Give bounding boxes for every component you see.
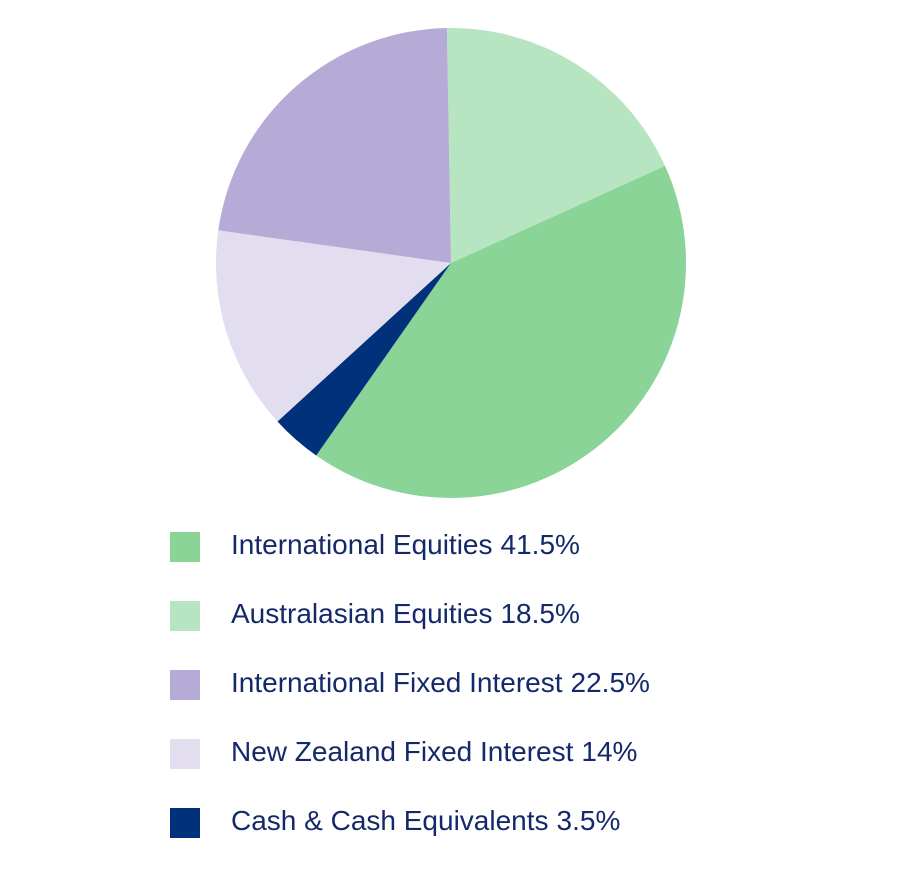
pie-slice bbox=[316, 165, 686, 498]
legend-label: Australasian Equities 18.5% bbox=[231, 598, 580, 629]
legend-swatch bbox=[170, 670, 200, 700]
legend-name: Cash & Cash Equivalents bbox=[231, 805, 549, 836]
legend-label: International Fixed Interest 22.5% bbox=[231, 667, 650, 698]
legend-name: International Fixed Interest bbox=[231, 667, 563, 698]
legend-name: Australasian Equities bbox=[231, 598, 492, 629]
legend-value: 22.5% bbox=[571, 667, 650, 698]
legend-swatch bbox=[170, 808, 200, 838]
legend-value: 3.5% bbox=[557, 805, 621, 836]
pie-slice bbox=[216, 230, 451, 422]
pie-slice bbox=[218, 28, 451, 263]
legend-swatch bbox=[170, 532, 200, 562]
legend-value: 41.5% bbox=[501, 529, 580, 560]
legend-swatch bbox=[170, 739, 200, 769]
legend-label: Cash & Cash Equivalents 3.5% bbox=[231, 805, 620, 836]
legend-swatch bbox=[170, 601, 200, 631]
legend-label: New Zealand Fixed Interest 14% bbox=[231, 736, 637, 767]
pie-slice bbox=[446, 28, 666, 263]
legend-label: International Equities 41.5% bbox=[231, 529, 580, 560]
legend-name: International Equities bbox=[231, 529, 493, 560]
legend-name: New Zealand Fixed Interest bbox=[231, 736, 574, 767]
legend-value: 14% bbox=[581, 736, 637, 767]
legend-value: 18.5% bbox=[500, 598, 579, 629]
pie-slice bbox=[277, 263, 451, 456]
